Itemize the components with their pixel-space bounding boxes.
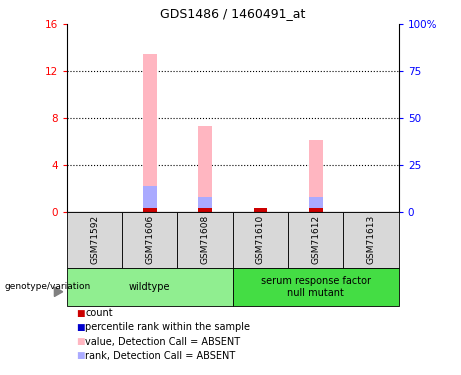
Text: value, Detection Call = ABSENT: value, Detection Call = ABSENT: [85, 337, 240, 346]
Bar: [198, 126, 212, 212]
Text: ■: ■: [76, 337, 84, 346]
Bar: [309, 209, 323, 212]
Bar: [198, 209, 212, 212]
Text: GSM71612: GSM71612: [311, 214, 320, 264]
Bar: [254, 208, 267, 212]
Text: rank, Detection Call = ABSENT: rank, Detection Call = ABSENT: [85, 351, 236, 361]
Text: GSM71610: GSM71610: [256, 214, 265, 264]
Bar: [143, 209, 157, 212]
Bar: [233, 212, 288, 268]
Bar: [143, 54, 157, 212]
Bar: [309, 140, 323, 212]
Text: GSM71606: GSM71606: [145, 214, 154, 264]
Bar: [198, 197, 212, 212]
Bar: [309, 197, 323, 212]
Bar: [177, 212, 233, 268]
Text: wildtype: wildtype: [129, 282, 171, 292]
FancyArrow shape: [54, 287, 63, 296]
Bar: [233, 268, 399, 306]
Bar: [122, 212, 177, 268]
Text: ■: ■: [76, 351, 84, 360]
Text: ■: ■: [76, 309, 84, 318]
Text: genotype/variation: genotype/variation: [5, 282, 91, 291]
Title: GDS1486 / 1460491_at: GDS1486 / 1460491_at: [160, 8, 306, 20]
Bar: [254, 209, 267, 212]
Bar: [143, 186, 157, 212]
Bar: [67, 268, 233, 306]
Bar: [67, 212, 122, 268]
Bar: [343, 212, 399, 268]
Bar: [288, 212, 343, 268]
Text: GSM71613: GSM71613: [366, 214, 376, 264]
Text: GSM71608: GSM71608: [201, 214, 210, 264]
Text: percentile rank within the sample: percentile rank within the sample: [85, 322, 250, 332]
Text: serum response factor
null mutant: serum response factor null mutant: [261, 276, 371, 298]
Text: GSM71592: GSM71592: [90, 214, 99, 264]
Text: count: count: [85, 308, 113, 318]
Text: ■: ■: [76, 323, 84, 332]
